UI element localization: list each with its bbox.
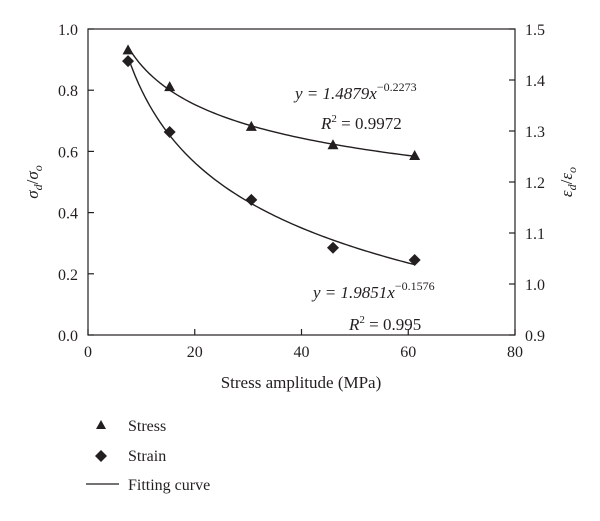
stress-fit-r2: R2 = 0.9972	[320, 113, 402, 133]
strain-point	[163, 126, 176, 139]
y-left-tick-label: 0.2	[58, 267, 78, 284]
y-right-tick-label: 0.9	[525, 328, 545, 345]
strain-point	[326, 241, 339, 254]
y-right-tick-label: 1.2	[525, 175, 545, 192]
stress-point	[122, 44, 134, 55]
x-tick-label: 20	[187, 344, 203, 361]
y-left-tick-label: 1.0	[58, 22, 78, 39]
strain-fit-equation: y = 1.9851x−0.1576	[311, 279, 435, 302]
stress-fit-equation: y = 1.4879x−0.2273	[293, 80, 417, 103]
y-right-tick-label: 1.3	[525, 124, 545, 141]
stress-point	[327, 139, 339, 150]
strain-point	[122, 55, 135, 68]
legend-stress-marker	[96, 420, 106, 429]
x-tick-label: 60	[400, 344, 416, 361]
x-tick-label: 40	[294, 344, 310, 361]
stress-point	[409, 149, 421, 160]
x-tick-label: 80	[507, 344, 523, 361]
strain-point	[408, 254, 421, 267]
legend: Stress Strain Fitting curve	[86, 418, 210, 494]
x-axis-label: Stress amplitude (MPa)	[221, 373, 382, 392]
y-left-tick-label: 0.4	[58, 206, 78, 223]
y-left-tick-label: 0.6	[58, 144, 78, 161]
stress-point	[164, 81, 176, 92]
strain-point	[245, 193, 258, 206]
y-left-tick-label: 0.8	[58, 83, 78, 100]
legend-stress-label: Stress	[128, 418, 166, 435]
y-right-tick-label: 1.5	[525, 22, 545, 39]
legend-fit-label: Fitting curve	[128, 477, 210, 494]
legend-strain-marker	[95, 450, 107, 462]
y-right-tick-label: 1.1	[525, 226, 545, 243]
y-axis-right-label: εd/εo	[557, 167, 579, 197]
y-right-tick-label: 1.4	[525, 73, 545, 90]
x-tick-label: 0	[84, 344, 92, 361]
strain-fit-r2: R2 = 0.995	[348, 314, 421, 334]
legend-strain-label: Strain	[128, 448, 166, 465]
y-left-tick-label: 0.0	[58, 328, 78, 345]
strain-fit-curve	[127, 56, 415, 266]
y-right-tick-label: 1.0	[525, 277, 545, 294]
stress-fit-curve	[127, 46, 415, 157]
stress-point	[245, 120, 257, 131]
y-axis-left-label: σd/σo	[23, 165, 45, 199]
plot-frame	[87, 28, 516, 336]
